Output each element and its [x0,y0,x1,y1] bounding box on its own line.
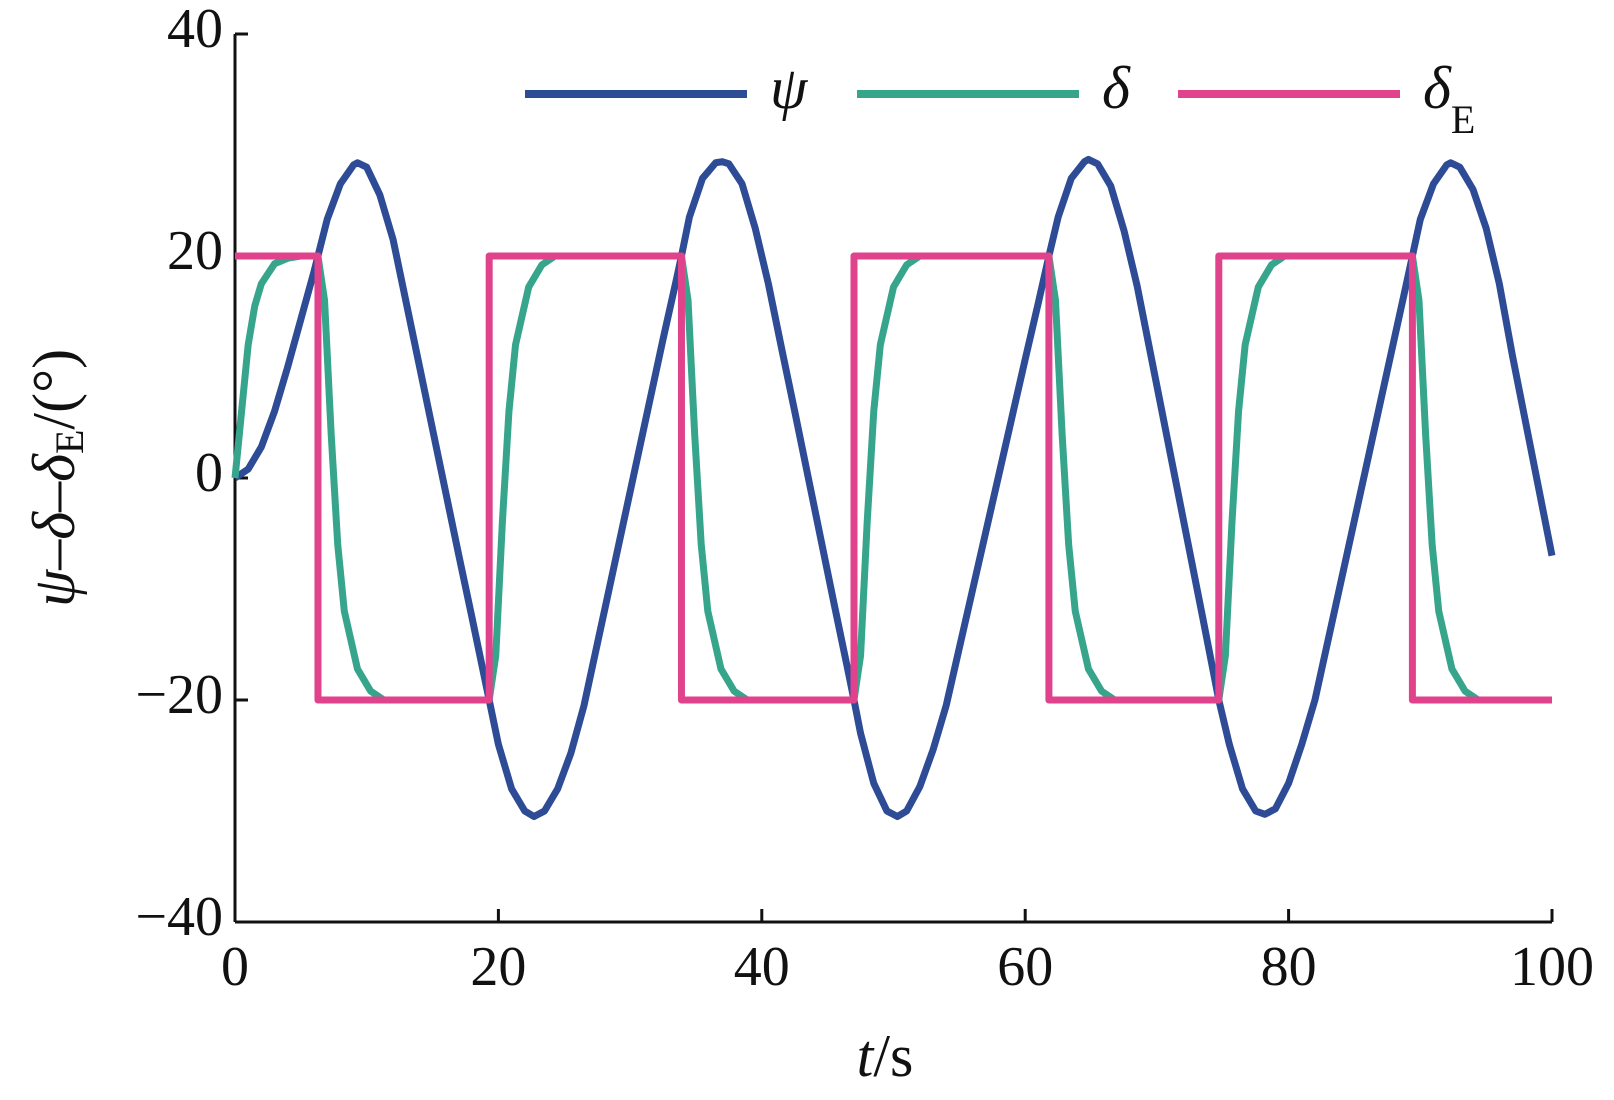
y-label-unit: /(°) [21,349,87,430]
legend-label: δE [1423,55,1475,142]
x-tick-label: 60 [997,936,1053,998]
x-label-unit: /s [873,1023,913,1089]
legend-name: ψ [770,55,809,121]
y-label-sub: E [47,430,92,454]
series-line [233,155,1556,821]
x-tick-label: 20 [470,936,526,998]
y-axis-label: ψ–δ–δE/(°) [21,349,92,607]
legend-label: ψ [770,55,809,121]
legend-name: δ [1423,55,1452,121]
x-tick-label: 0 [221,936,249,998]
y-tick-label: −20 [135,664,223,726]
y-tick-label: 0 [195,442,223,504]
y-tick-label: −40 [135,886,223,948]
legend-subscript: E [1451,97,1475,142]
legend-label: δ [1102,55,1131,121]
y-tick-label: 40 [167,0,223,60]
x-tick-label: 80 [1261,936,1317,998]
x-axis-label: t/s [857,1023,914,1089]
x-label-var: t [857,1023,875,1089]
x-tick-label: 40 [734,936,790,998]
legend-name: δ [1102,55,1131,121]
y-label-main: ψ–δ–δ [21,453,87,607]
series-line [231,252,1552,704]
series-line [235,252,1552,704]
y-tick-label: 20 [167,220,223,282]
x-tick-label: 100 [1510,936,1594,998]
